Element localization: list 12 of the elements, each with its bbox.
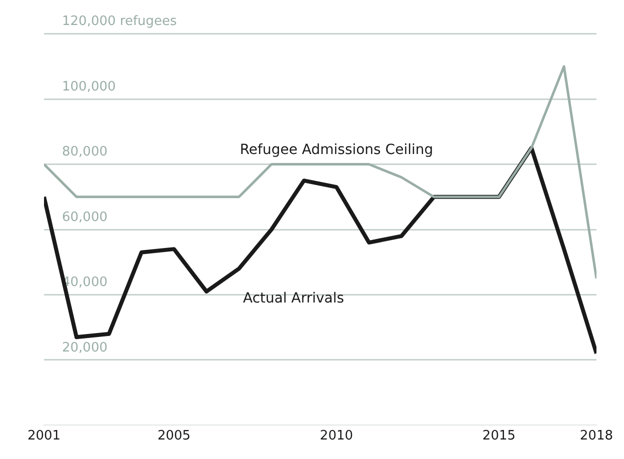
y-tick-label: 120,000 refugees xyxy=(62,14,178,30)
series-label: Actual Arrivals xyxy=(242,290,344,306)
y-tick-label: 60,000 xyxy=(62,210,108,225)
x-tick-label: 2010 xyxy=(320,428,354,444)
series-label: Refugee Admissions Ceiling xyxy=(240,142,434,158)
x-tick-label: 2001 xyxy=(27,428,61,444)
x-tick-label: 2005 xyxy=(157,428,191,444)
y-tick-label: 20,000 xyxy=(62,340,108,356)
x-tick-label: 2018 xyxy=(580,428,614,444)
y-tick-label: 80,000 xyxy=(62,144,108,160)
x-tick-label: 2015 xyxy=(482,428,516,444)
y-tick-label: 100,000 xyxy=(62,79,116,94)
